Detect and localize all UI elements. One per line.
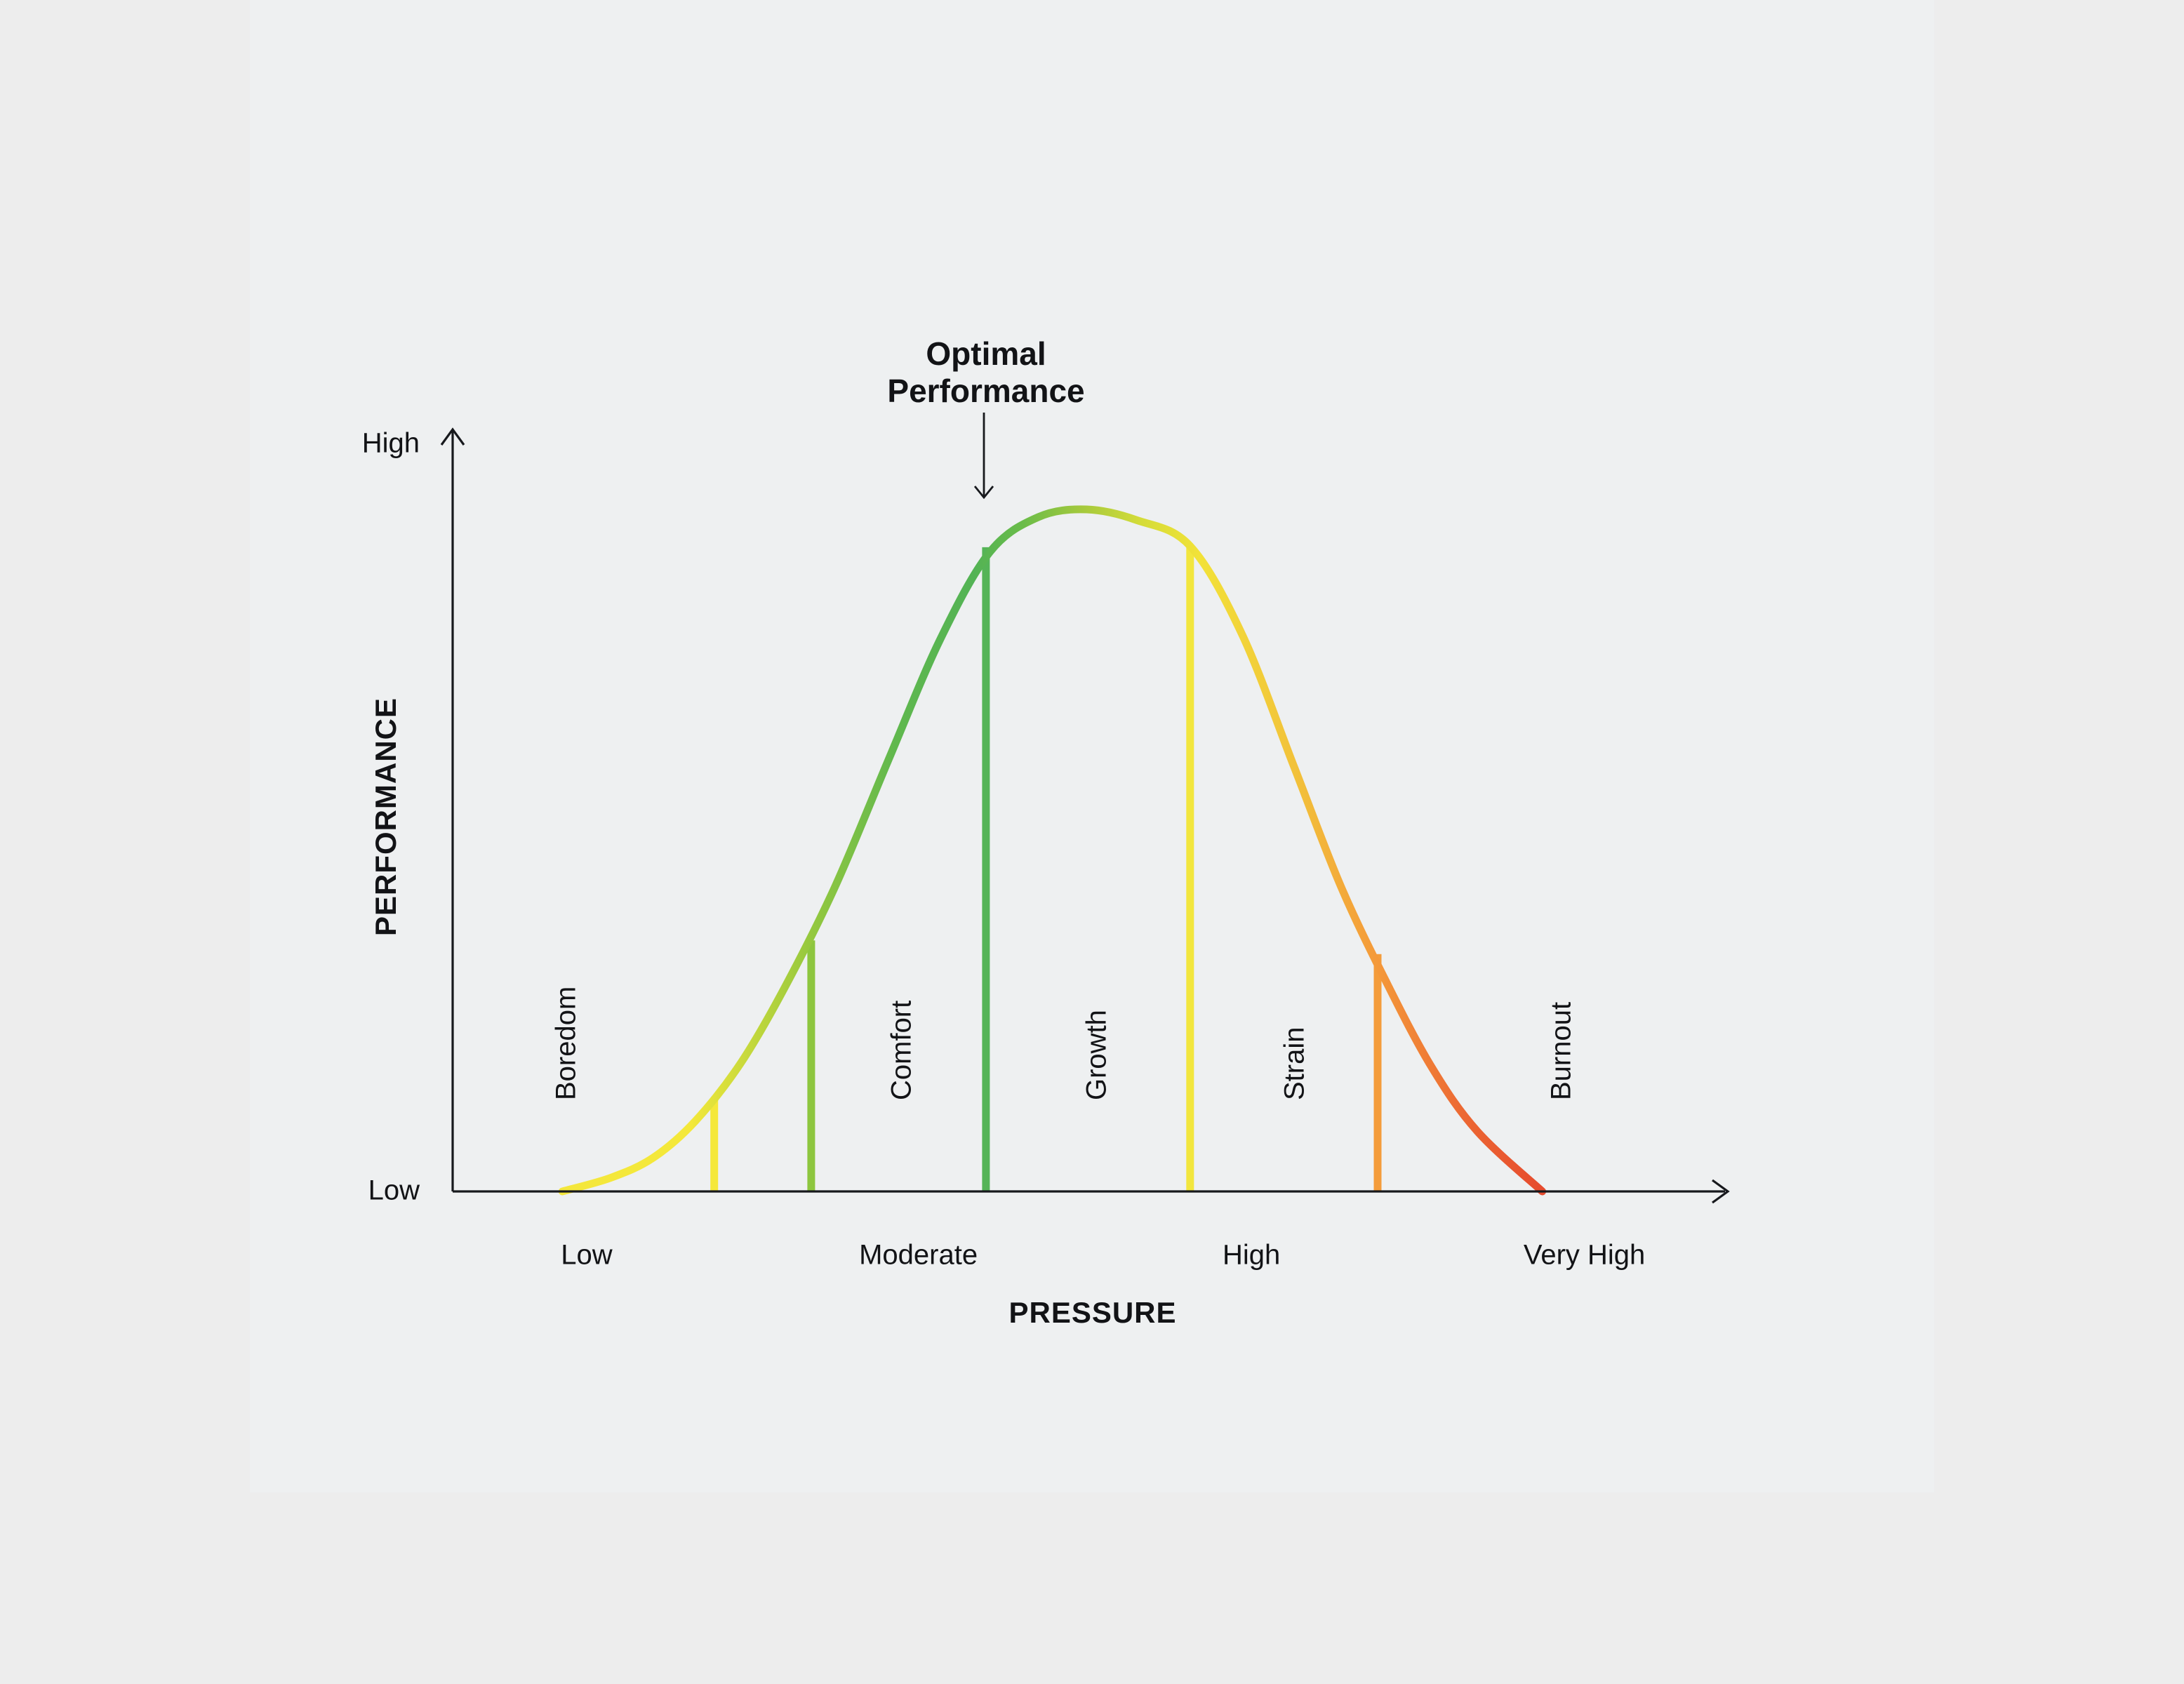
y-axis-arrow-icon	[440, 427, 465, 446]
x-axis-arrow-icon	[1712, 1179, 1730, 1204]
y-tick-low: Low	[368, 1175, 420, 1206]
x-tick-label: Low	[561, 1239, 613, 1271]
x-tick-label: High	[1222, 1239, 1281, 1271]
x-tick-label: Very High	[1523, 1239, 1646, 1271]
zone-label-comfort: Comfort	[886, 1000, 917, 1100]
x-tick-label: Moderate	[859, 1239, 978, 1271]
zone-dividers	[710, 547, 1382, 1191]
annotation-line-1: Optimal	[926, 335, 1046, 372]
panel-background	[250, 0, 1934, 1492]
annotation-arrow-icon	[973, 486, 994, 500]
y-tick-high: High	[361, 427, 420, 459]
zone-label-boredom: Boredom	[550, 986, 582, 1100]
x-axis-title: PRESSURE	[1008, 1296, 1177, 1329]
zone-label-burnout: Burnout	[1545, 1001, 1577, 1100]
y-axis-title: PERFORMANCE	[369, 697, 402, 937]
annotation-optimal-performance: Optimal Performance	[887, 335, 1084, 410]
annotation-line-2: Performance	[887, 373, 1085, 409]
zone-label-strain: Strain	[1279, 1027, 1310, 1101]
zone-label-growth: Growth	[1081, 1010, 1112, 1100]
performance-curve	[558, 505, 1547, 1196]
